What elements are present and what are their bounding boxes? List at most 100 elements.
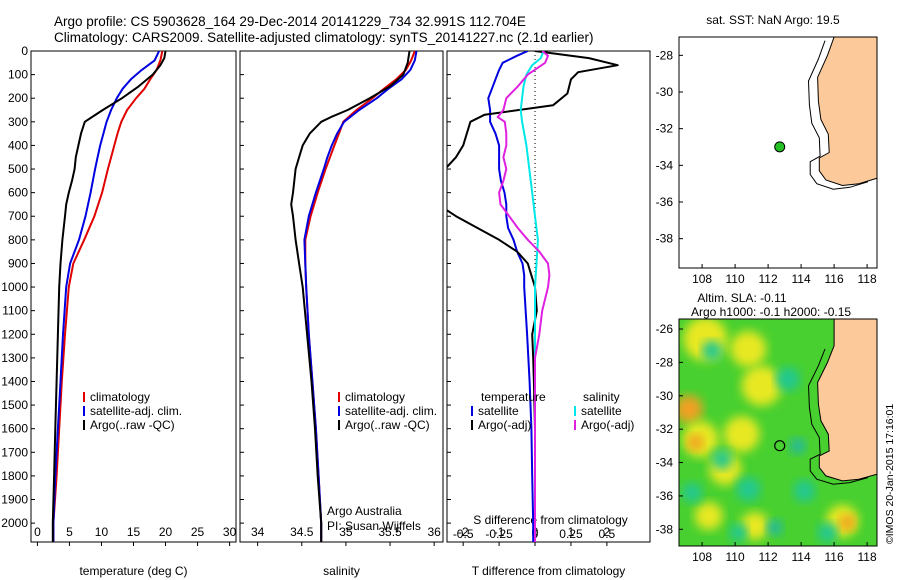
depth-tick-label: 1000 (1, 280, 28, 294)
sst-lat-label: -32 (656, 122, 674, 136)
sst-map-frame (678, 36, 878, 269)
sdiff-tick-label: -0.25 (485, 527, 513, 541)
salinity-annotation: Argo Australia (327, 504, 402, 518)
sla-anomaly-blob (741, 365, 782, 406)
tdiff-xlabel: T difference from climatology (472, 564, 626, 578)
depth-tick-label: 500 (8, 162, 28, 176)
sla-anomaly-blob (793, 479, 816, 502)
sst-lat-label: -30 (656, 85, 674, 99)
sla-anomaly-blob (789, 437, 806, 454)
sst-lat-label: -36 (656, 195, 674, 209)
sst-lon-label: 116 (825, 272, 844, 286)
salinity-axis-tick-label: 34 (251, 525, 265, 539)
land-area (817, 319, 877, 482)
salinity-legend-label: Argo(..raw -QC) (345, 418, 430, 432)
sla-lat-label: -32 (656, 422, 674, 436)
float-position-marker (774, 440, 786, 452)
salinity-axis-tick-label: 35.5 (378, 525, 402, 539)
difference-plot-frame (446, 50, 651, 543)
salinity-diff-legend-label: Argo(-adj) (581, 418, 634, 432)
temperature-axis-tick-label: 25 (191, 525, 205, 539)
temperature-axis-tick-label: 10 (95, 525, 109, 539)
salinity-axis-tick-label: 36 (427, 525, 441, 539)
sla-anomaly-blob (740, 511, 769, 540)
sla-lat-label: -26 (656, 322, 674, 336)
temperature-plot-frame (30, 50, 237, 543)
depth-tick-label: 1100 (2, 304, 28, 318)
depth-tick-label: 2000 (1, 516, 28, 530)
shelf-outline (807, 348, 869, 485)
tdiff-axis-tick-label: 2 (604, 525, 611, 539)
sla-anomaly-blob (730, 331, 767, 368)
salinity-plot-frame (239, 50, 444, 543)
sla-lat-label: -28 (656, 355, 674, 369)
sla-lon-label: 118 (858, 550, 877, 564)
temperature-axis-tick-label: 20 (159, 525, 173, 539)
salinity-line (303, 50, 418, 542)
sla-map-frame (678, 318, 878, 547)
depth-tick-label: 400 (8, 138, 28, 152)
difference-legend-title: temperature (481, 390, 546, 404)
depth-tick-label: 200 (8, 91, 28, 105)
salinity-diff-legend-label: satellite (581, 404, 622, 418)
salinity-line (304, 50, 416, 542)
sdiff-tick-label: 0.25 (559, 527, 583, 541)
sdiff-xlabel: S difference from climatology (473, 513, 628, 527)
tdiff-axis-tick-label: -2 (458, 525, 469, 539)
sla-anomaly-blob (679, 395, 703, 424)
sla-lat-label: -34 (656, 456, 674, 470)
sla-anomaly-blob (775, 367, 800, 392)
sla-lat-label: -38 (656, 522, 674, 536)
depth-tick-label: 1900 (1, 493, 28, 507)
salinity-legend-label: satellite-adj. clim. (345, 404, 437, 418)
sst-lat-label: -38 (656, 232, 674, 246)
shelf-outline (807, 40, 869, 190)
sla-anomaly-blob (839, 514, 856, 531)
sla-anomaly-blob (736, 477, 761, 502)
temperature-xlabel: temperature (deg C) (79, 564, 187, 578)
sdiff-tick-label: 0.5 (599, 527, 616, 541)
tdiff-axis-tick-label: 1 (568, 525, 575, 539)
temperature-axis-tick-label: 5 (66, 525, 73, 539)
difference-line (487, 51, 535, 542)
depth-tick-label: 600 (8, 186, 28, 200)
depth-tick-label: 300 (8, 115, 28, 129)
difference-line (447, 51, 619, 542)
tdiff-axis-tick-label: -1 (494, 525, 505, 539)
salinity-axis-tick-label: 34.5 (290, 525, 314, 539)
profile-title: Argo profile: CS 5903628_164 29-Dec-2014… (54, 14, 526, 29)
sst-map-title: sat. SST: NaN Argo: 19.5 (706, 13, 840, 27)
sla-lat-label: -30 (656, 389, 674, 403)
sla-anomaly-blob (817, 522, 838, 543)
sla-lon-label: 112 (759, 550, 778, 564)
temperature-axis-tick-label: 0 (34, 525, 41, 539)
sla-lon-label: 108 (692, 550, 712, 564)
salinity-legend-label: climatology (345, 390, 405, 404)
sla-anomaly-blob (729, 523, 748, 542)
sst-lat-label: -28 (656, 48, 674, 62)
sla-anomaly-blob (766, 519, 783, 536)
salinity-line (290, 50, 411, 542)
sla-anomaly-blob (682, 482, 703, 503)
temperature-line (52, 50, 164, 542)
temperature-legend-label: climatology (90, 390, 150, 404)
depth-tick-label: 1200 (1, 327, 28, 341)
depth-tick-label: 1400 (1, 374, 28, 388)
sla-anomaly-blob (711, 449, 732, 470)
temperature-axis-tick-label: 15 (127, 525, 141, 539)
depth-tick-label: 1500 (1, 398, 28, 412)
sst-lon-label: 110 (726, 272, 745, 286)
depth-tick-label: 800 (8, 233, 28, 247)
temperature-diff-legend-label: satellite (478, 404, 519, 418)
sla-anomaly-blob (723, 416, 760, 453)
sla-anomaly-blob (687, 434, 704, 451)
difference-legend-title: salinity (583, 390, 620, 404)
difference-line (496, 51, 551, 542)
sst-lon-label: 118 (858, 272, 877, 286)
sst-lon-label: 108 (692, 272, 712, 286)
sla-map-subtitle: Argo h1000: -0.1 h2000: -0.15 (691, 305, 851, 319)
temperature-line (51, 50, 167, 542)
depth-tick-label: 900 (8, 256, 28, 270)
sla-lon-label: 116 (825, 550, 844, 564)
